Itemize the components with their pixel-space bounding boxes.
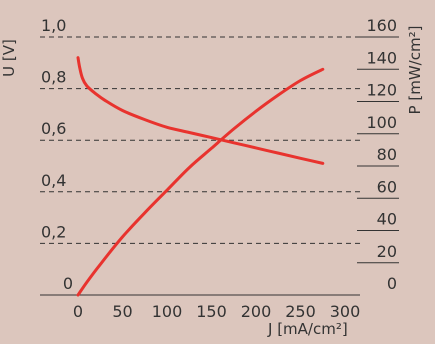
y2-tick-label: 60 — [377, 177, 397, 196]
y-tick-label: 0,2 — [41, 222, 66, 241]
y-axis-title: U [V] — [0, 39, 18, 77]
x-tick-label: 100 — [152, 302, 183, 321]
y2-tick-label: 20 — [377, 242, 397, 261]
y-tick-label: 0,4 — [41, 171, 66, 190]
y2-tick-labels: 0 20 40 60 80 100 120 140 160 — [357, 16, 399, 293]
y-tick-label: 0,6 — [41, 119, 66, 138]
y2-axis-title: P [mW/cm²] — [406, 26, 424, 115]
y2-tick-label: 40 — [377, 210, 397, 229]
y2-tick-label: 100 — [366, 113, 397, 132]
x-tick-label: 150 — [196, 302, 227, 321]
x-tick-labels: 0 50 100 150 200 250 300 — [73, 302, 360, 321]
y2-tick-label: 160 — [366, 16, 397, 35]
y2-tick-label: 80 — [377, 145, 397, 164]
grid — [40, 36, 360, 244]
y2-tick-label: 120 — [366, 81, 397, 100]
voltage-curve — [76, 56, 325, 165]
x-tick-label: 0 — [73, 302, 83, 321]
x-tick-label: 250 — [285, 302, 316, 321]
y2-tick-label: 0 — [387, 274, 397, 293]
series-layer — [76, 56, 325, 297]
y-tick-label: 0,8 — [41, 68, 66, 87]
power-curve — [76, 67, 325, 297]
x-tick-label: 200 — [241, 302, 272, 321]
y-tick-labels: 0 0,2 0,4 0,6 0,8 1,0 — [41, 16, 73, 293]
y-tick-label: 0 — [63, 274, 73, 293]
x-tick-label: 50 — [112, 302, 132, 321]
x-tick-label: 300 — [330, 302, 361, 321]
y-tick-label: 1,0 — [41, 16, 66, 35]
y2-tick-label: 140 — [366, 48, 397, 67]
x-axis-title: J [mA/cm²] — [267, 320, 348, 338]
